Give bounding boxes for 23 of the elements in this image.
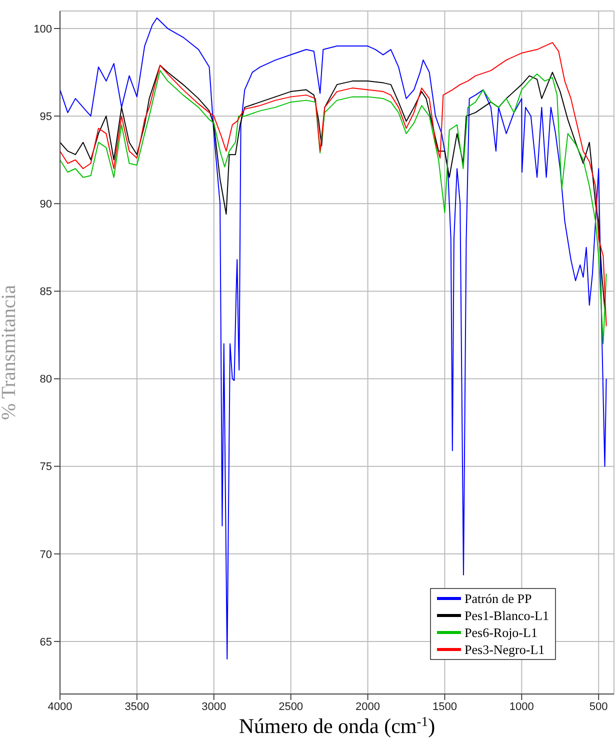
y-tick-label: 95 bbox=[40, 110, 52, 123]
x-tick-label: 2000 bbox=[356, 700, 380, 713]
y-tick-label: 90 bbox=[40, 198, 52, 211]
x-tick-label: 4000 bbox=[48, 700, 72, 713]
x-tick-label: 3500 bbox=[124, 700, 150, 713]
legend-label: Pes3-Negro-L1 bbox=[464, 641, 545, 658]
x-axis-title: Número de onda (cm$^{-1}$) bbox=[238, 714, 436, 738]
y-tick-label: 80 bbox=[40, 374, 52, 386]
y-tick-label: 85 bbox=[40, 286, 52, 298]
legend-label: Pes1-Blanco-L1 bbox=[464, 607, 549, 624]
y-tick-label: 65 bbox=[40, 636, 52, 648]
x-tick-label: 1000 bbox=[509, 700, 534, 713]
y-tick-label: 70 bbox=[40, 548, 52, 561]
x-tick-label: 500 bbox=[589, 700, 608, 713]
legend-label: Patrón de PP bbox=[464, 590, 532, 607]
x-tick-label: 2500 bbox=[278, 700, 304, 713]
y-tick-label: 100 bbox=[34, 23, 52, 36]
x-tick-label: 1500 bbox=[432, 700, 457, 713]
x-tick-label: 3000 bbox=[202, 700, 226, 713]
y-axis-title: % Transmitancia bbox=[0, 284, 20, 420]
line-series bbox=[60, 18, 607, 660]
legend-label: Pes6-Rojo-L1 bbox=[464, 624, 538, 641]
y-tick-label: 75 bbox=[40, 461, 52, 474]
